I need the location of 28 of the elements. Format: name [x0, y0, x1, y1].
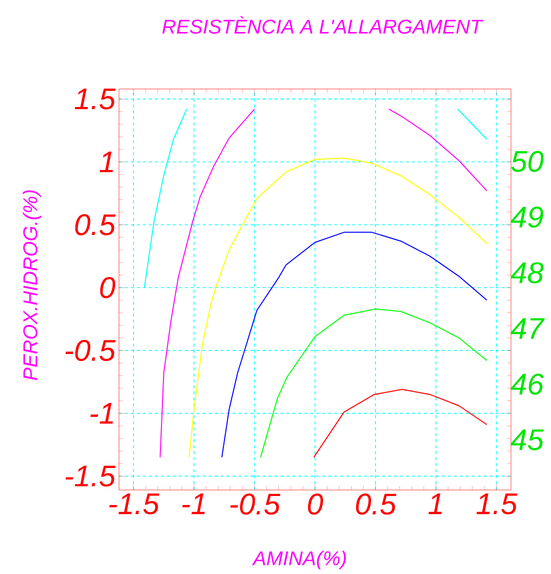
y-tick-label: 0.5: [75, 214, 116, 236]
x-tick-label: 1: [428, 494, 442, 514]
line-series: [188, 158, 488, 458]
line-series: [160, 108, 256, 458]
x-tick-label: 0.5: [356, 494, 396, 515]
line-series: [313, 388, 488, 458]
y-tick-label: -1: [90, 403, 113, 424]
y-tick-label: -1.5: [66, 466, 116, 487]
y2-tick-label: 49: [510, 206, 544, 228]
chart-title: RESISTÈNCIA A L'ALLARGAMENT: [162, 16, 484, 34]
line-series: [144, 108, 188, 288]
y-tick-label: 1.5: [74, 88, 116, 110]
x-tick-label: -1: [182, 494, 205, 514]
y2-tick-label: 46: [510, 374, 544, 395]
y-tick-label: -0.5: [66, 340, 116, 362]
x-tick-label: 1.5: [476, 494, 518, 514]
line-series: [388, 108, 488, 192]
y2-tick-label: 48: [510, 262, 544, 284]
y2-tick-label: 47: [510, 318, 545, 339]
x-axis-title: AMINA(%): [252, 550, 346, 570]
y-tick-label: 0: [100, 277, 116, 298]
y2-tick-label: 45: [510, 429, 544, 450]
y-tick-label: 1: [100, 152, 113, 172]
line-series: [260, 308, 488, 458]
y-axis-title: PEROX.HIDROG.(%): [22, 190, 42, 380]
x-tick-label: 0: [308, 494, 324, 515]
x-tick-label: -0.5: [230, 494, 280, 515]
y2-tick-label: 50: [511, 150, 544, 172]
